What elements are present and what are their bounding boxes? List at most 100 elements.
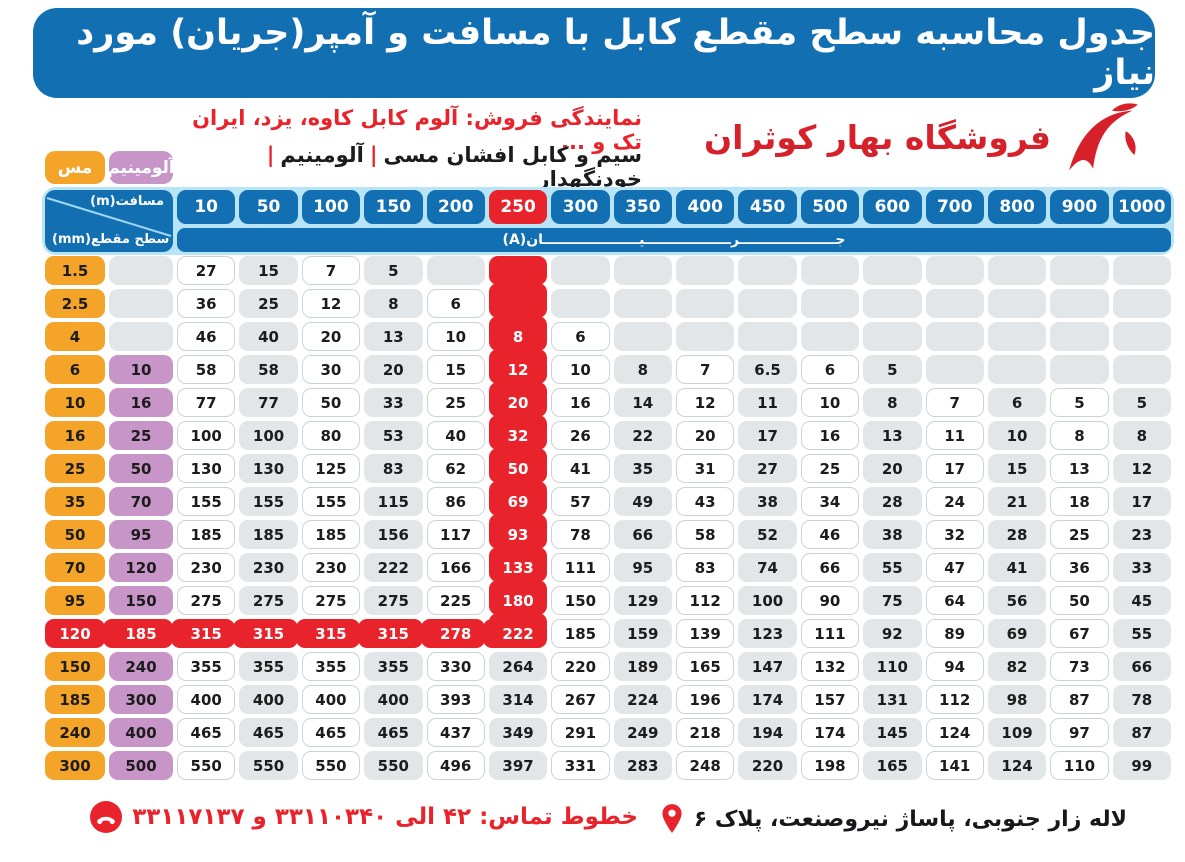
- separator: |: [369, 143, 378, 167]
- table-cell: 66: [1112, 652, 1171, 681]
- table-cell: [1112, 289, 1171, 318]
- table-cell: 38: [863, 520, 922, 549]
- table-cell: 56: [987, 586, 1047, 615]
- product-term: آلومینیم: [280, 143, 364, 167]
- row-label-copper: 300: [45, 751, 105, 780]
- table-cell: 6: [987, 388, 1047, 417]
- table-cell: 496: [426, 751, 485, 780]
- table-cell: 165: [676, 652, 735, 681]
- table-cell: 73: [1050, 652, 1109, 681]
- table-cell: 34: [800, 487, 860, 516]
- table-cell: [676, 289, 735, 318]
- table-cell: 315: [177, 619, 236, 648]
- table-cell: 22: [613, 421, 672, 450]
- table-cell: 129: [613, 586, 672, 615]
- table-cell: 465: [301, 718, 361, 747]
- distance-pill: 10: [177, 190, 236, 224]
- table-cell: 111: [551, 553, 610, 582]
- table-cell: 132: [800, 652, 860, 681]
- table-cell: 5: [1050, 388, 1109, 417]
- table-cell: 99: [1112, 751, 1171, 780]
- table-cell: 349: [488, 718, 548, 747]
- table-cell: 93: [488, 520, 548, 549]
- table-cell: [925, 289, 984, 318]
- table-cell: 33: [1112, 553, 1171, 582]
- table-cell: 100: [738, 586, 797, 615]
- distance-pill: 350: [613, 190, 672, 224]
- row-label-aluminum: 400: [109, 718, 173, 747]
- table-cell: 355: [301, 652, 361, 681]
- table-cell: 248: [676, 751, 735, 780]
- table-cell: 112: [925, 685, 984, 714]
- distance-pill: 50: [239, 190, 298, 224]
- table-cell: 157: [800, 685, 860, 714]
- table-cell: 125: [301, 454, 361, 483]
- table-cell: 174: [738, 685, 797, 714]
- table-cell: 78: [1112, 685, 1171, 714]
- distance-pill: 500: [800, 190, 860, 224]
- table-cell: 397: [488, 751, 548, 780]
- table-cell: 174: [800, 718, 860, 747]
- row-label-aluminum: 10: [109, 355, 173, 384]
- table-cell: [613, 256, 672, 285]
- products-line: سیم و کابل افشان مسی|آلومینیم|خودنگهدار: [180, 143, 642, 191]
- table-cell: [426, 256, 485, 285]
- table-cell: 83: [364, 454, 423, 483]
- table-cell: 198: [800, 751, 860, 780]
- table-cell: 98: [987, 685, 1047, 714]
- table-cell: 230: [177, 553, 236, 582]
- row-label-copper: 16: [45, 421, 105, 450]
- row-label-copper: 120: [45, 619, 105, 648]
- table-cell: 141: [925, 751, 984, 780]
- table-cell: [738, 256, 797, 285]
- table-cell: 355: [177, 652, 236, 681]
- table-cell: 315: [301, 619, 361, 648]
- row-label-copper: 35: [45, 487, 105, 516]
- table-cell: 20: [488, 388, 548, 417]
- row-label-copper: 150: [45, 652, 105, 681]
- table-cell: 7: [301, 256, 361, 285]
- table-cell: 50: [1050, 586, 1109, 615]
- table-cell: 30: [301, 355, 361, 384]
- distance-pill: 900: [1050, 190, 1109, 224]
- table-cell: [800, 289, 860, 318]
- table-cell: 185: [551, 619, 610, 648]
- table-cell: 43: [676, 487, 735, 516]
- table-cell: 58: [239, 355, 298, 384]
- table-cell: 90: [800, 586, 860, 615]
- table-cell: 315: [239, 619, 298, 648]
- table-cell: 66: [800, 553, 860, 582]
- table-cell: [925, 256, 984, 285]
- table-cell: 10: [551, 355, 610, 384]
- table-cell: 58: [177, 355, 236, 384]
- aluminum-pill: آلومینیم: [107, 151, 175, 184]
- table-cell: 194: [738, 718, 797, 747]
- table-cell: 15: [426, 355, 485, 384]
- table-cell: 145: [863, 718, 922, 747]
- table-cell: 7: [676, 355, 735, 384]
- table-cell: [1050, 289, 1109, 318]
- table-cell: 220: [551, 652, 610, 681]
- table-cell: [613, 322, 672, 351]
- table-cell: [987, 322, 1047, 351]
- table-cell: 550: [301, 751, 361, 780]
- table-cell: 155: [177, 487, 236, 516]
- table-cell: 10: [800, 388, 860, 417]
- table-cell: 8: [1050, 421, 1109, 450]
- row-label-copper: 4: [45, 322, 105, 351]
- table-cell: 155: [239, 487, 298, 516]
- table-cell: 314: [488, 685, 548, 714]
- table-cell: 147: [738, 652, 797, 681]
- table-cell: [738, 322, 797, 351]
- table-cell: 283: [613, 751, 672, 780]
- separator: |: [266, 143, 275, 167]
- table-cell: 165: [863, 751, 922, 780]
- table-cell: 230: [239, 553, 298, 582]
- distance-pill: 200: [426, 190, 485, 224]
- table-cell: 225: [426, 586, 485, 615]
- row-label-aluminum: 150: [109, 586, 173, 615]
- table-cell: [676, 256, 735, 285]
- table-cell: [987, 289, 1047, 318]
- table-cell: 78: [551, 520, 610, 549]
